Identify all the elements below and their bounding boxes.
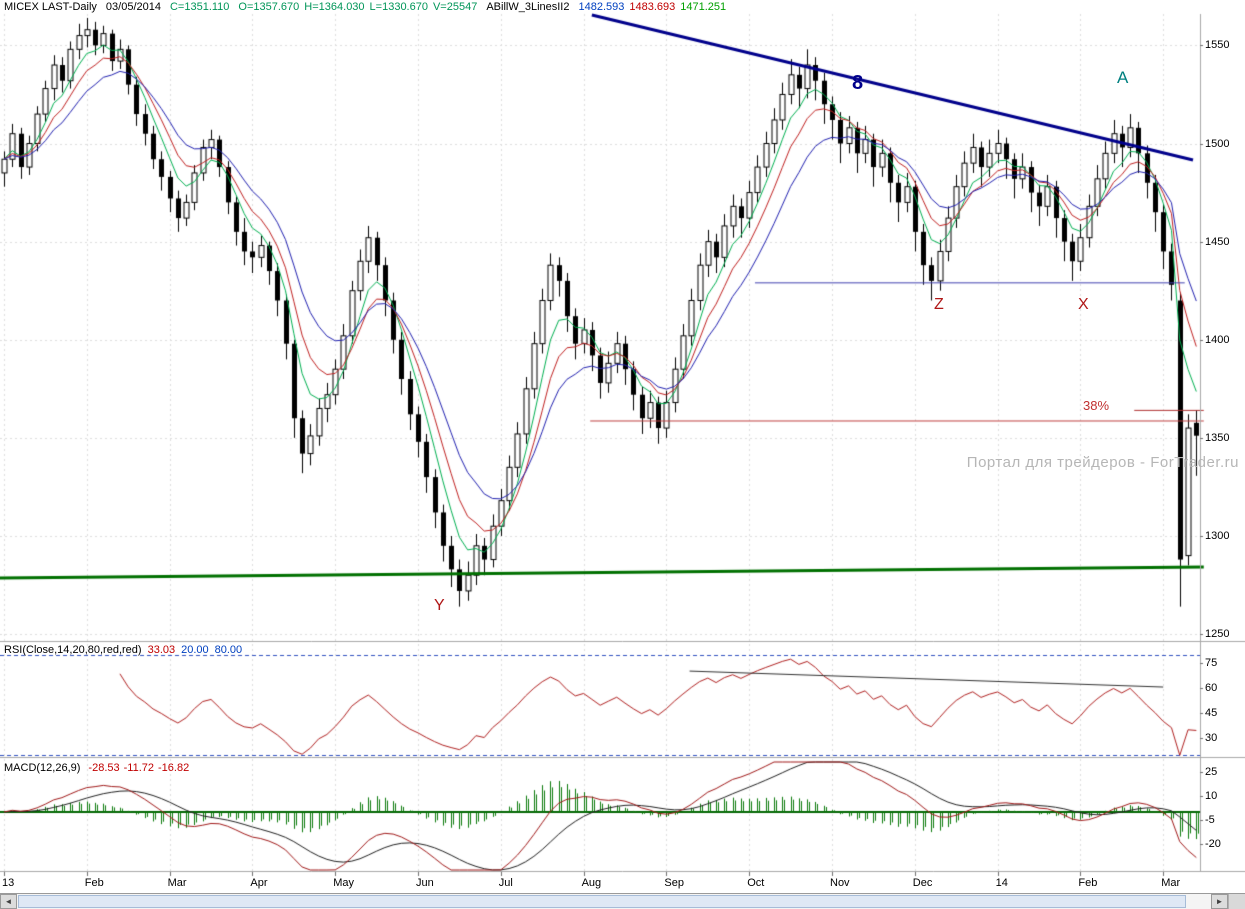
header-date: 03/05/2014 xyxy=(105,1,161,13)
horizontal-scrollbar: ◄ ► xyxy=(0,893,1245,909)
rsi-name: RSI(Close,14,20,80,red,red) xyxy=(4,644,142,656)
macd-value: -28.53 xyxy=(88,762,120,774)
macd-hist-value: -16.82 xyxy=(158,762,190,774)
indicator-lips-value: 1471.251 xyxy=(680,1,727,13)
indicator-jaw-value: 1482.593 xyxy=(578,1,625,13)
rsi-level-high: 80.00 xyxy=(214,644,243,656)
scrollbar-track[interactable] xyxy=(17,894,1211,909)
header-high: H=1364.030 xyxy=(304,1,365,13)
header-open: O=1357.670 xyxy=(238,1,300,13)
macd-header: MACD(12,26,9) -28.53 -11.72 -16.82 xyxy=(4,762,198,774)
header-close: C=1351.110 xyxy=(169,1,230,13)
indicator-teeth-value: 1483.693 xyxy=(629,1,676,13)
rsi-value: 33.03 xyxy=(147,644,176,656)
macd-signal-value: -11.72 xyxy=(123,762,154,774)
rsi-header: RSI(Close,14,20,80,red,red) 33.03 20.00 80.… xyxy=(4,644,251,656)
rsi-level-low: 20.00 xyxy=(181,644,209,656)
resize-grip xyxy=(1228,894,1245,909)
header-volume: V=25547 xyxy=(432,1,478,13)
scrollbar-thumb[interactable] xyxy=(18,895,1186,908)
scroll-right-button[interactable]: ► xyxy=(1211,894,1228,909)
indicator-name: ABillW_3LinesII2 xyxy=(486,1,570,13)
symbol-title: MICEX LAST-Daily xyxy=(4,1,97,13)
macd-name: MACD(12,26,9) xyxy=(4,762,81,774)
scroll-left-button[interactable]: ◄ xyxy=(0,894,17,909)
header-low: L=1330.670 xyxy=(369,1,428,13)
price-header: MICEX LAST-Daily 03/05/2014 C=1351.110 O=13… xyxy=(4,1,735,13)
watermark: Портал для трейдеров - ForTrader.ru xyxy=(966,454,1239,471)
